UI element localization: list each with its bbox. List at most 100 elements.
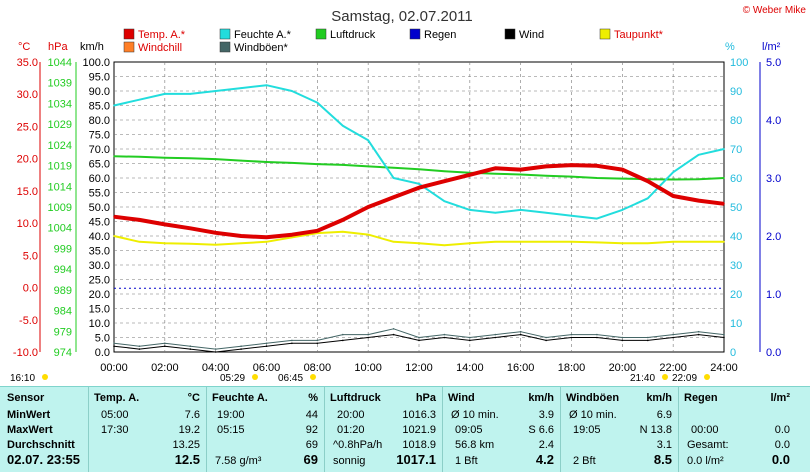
- data-point: [443, 336, 446, 339]
- pressure-tick-label: 974: [54, 347, 72, 359]
- speed-tick-label: 75.0: [89, 130, 110, 142]
- legend-swatch: [599, 28, 611, 40]
- data-point: [647, 336, 649, 339]
- data-point: [342, 230, 344, 233]
- legend-swatch: [219, 41, 231, 53]
- sun-event-label: 22:09: [672, 373, 697, 384]
- humidity-tick-label: 70: [730, 144, 742, 156]
- data-point: [342, 333, 344, 336]
- x-tick-label: 16:00: [507, 362, 535, 374]
- data-point: [596, 165, 598, 167]
- data-point: [672, 171, 674, 173]
- speed-tick-label: 15.0: [89, 304, 110, 316]
- data-point: [647, 339, 649, 342]
- data-point: [265, 84, 268, 86]
- temp-tick-label: -10.0: [13, 347, 38, 359]
- data-point: [545, 165, 547, 168]
- data-point: [443, 180, 446, 182]
- data-point: [519, 333, 522, 336]
- humidity-max-time: 05:15: [217, 424, 245, 436]
- data-point: [113, 215, 115, 218]
- data-point: [392, 328, 395, 330]
- data-point: [570, 164, 573, 166]
- temp-tick-label: 15.0: [17, 186, 38, 198]
- data-point: [418, 186, 420, 189]
- data-point: [164, 342, 166, 345]
- x-tick-label: 04:00: [202, 362, 230, 374]
- wind-beaufort: 1 Bft: [455, 455, 478, 467]
- data-point: [697, 333, 700, 336]
- data-point: [672, 178, 674, 181]
- data-point: [189, 227, 192, 230]
- wind-max-time: 09:05: [455, 424, 483, 436]
- legend-swatch: [219, 28, 231, 40]
- data-point: [113, 155, 115, 158]
- speed-tick-label: 25.0: [89, 275, 110, 287]
- data-point: [469, 339, 471, 342]
- data-point: [113, 235, 115, 237]
- temp-min: 7.6: [184, 409, 200, 421]
- data-point: [138, 156, 141, 158]
- humidity-tick-label: 80: [730, 115, 742, 127]
- data-point: [697, 199, 700, 202]
- sun-event-label: 06:45: [278, 373, 303, 384]
- data-point: [265, 241, 268, 243]
- data-point: [570, 241, 573, 243]
- pressure-tick-label: 1034: [48, 98, 72, 110]
- pressure-max-time: 01:20: [337, 424, 365, 436]
- legend-swatch: [409, 28, 421, 40]
- data-point: [164, 345, 166, 348]
- avg-label: Durchschnitt: [7, 439, 75, 451]
- data-point: [621, 339, 624, 342]
- sensor-header: Sensor: [7, 392, 45, 404]
- legend-label: Windböen*: [234, 42, 289, 54]
- data-point: [138, 98, 141, 101]
- wind-max: S 6.6: [528, 424, 554, 436]
- humidity-min: 44: [305, 409, 318, 421]
- gusts-beaufort: 2 Bft: [573, 455, 596, 467]
- watermark: © Weber Mike: [743, 5, 807, 16]
- gusts-max-time: 19:05: [573, 424, 601, 436]
- pressure-column: Luftdruck hPa 20:00 1016.3 01:20 1021.9 …: [324, 387, 442, 472]
- gusts-avg10-label: Ø 10 min.: [569, 409, 617, 421]
- data-point: [367, 333, 370, 336]
- data-point: [367, 336, 370, 339]
- data-point: [519, 330, 522, 333]
- data-point: [138, 219, 141, 221]
- x-tick-label: 24:00: [710, 362, 738, 374]
- data-point: [392, 196, 395, 199]
- speed-tick-label: 35.0: [89, 246, 110, 258]
- data-point: [697, 154, 700, 156]
- pressure-tick-label: 1009: [48, 202, 72, 214]
- data-point: [697, 178, 700, 180]
- data-point: [291, 162, 293, 164]
- temp-now: 12.5: [174, 452, 200, 467]
- data-point: [418, 168, 420, 171]
- temp-tick-label: 30.0: [17, 89, 38, 101]
- sun-event-label: 05:29: [220, 373, 245, 384]
- x-tick-label: 20:00: [609, 362, 637, 374]
- data-point: [570, 336, 573, 339]
- legend-label: Taupunkt*: [614, 29, 664, 41]
- temp-avg: 13.25: [172, 439, 200, 451]
- rain-total: 0.0: [774, 439, 790, 451]
- data-point: [291, 90, 293, 92]
- speed-tick-label: 5.0: [95, 333, 110, 345]
- data-point: [596, 336, 598, 339]
- data-point: [697, 241, 700, 243]
- wind-avg: 2.4: [538, 439, 554, 451]
- data-point: [519, 173, 522, 176]
- data-point: [672, 241, 674, 243]
- data-point: [367, 139, 370, 142]
- chart-series: [113, 84, 725, 353]
- data-point: [621, 336, 624, 339]
- data-point: [316, 101, 319, 104]
- humidity-tick-label: 60: [730, 173, 742, 185]
- speed-tick-label: 65.0: [89, 159, 110, 171]
- x-tick-label: 22:00: [659, 362, 687, 374]
- temp-unit-label: °C: [187, 392, 200, 404]
- data-point: [647, 180, 649, 182]
- rain-header: Regen: [684, 392, 718, 404]
- rain-max-time: 00:00: [691, 424, 719, 436]
- data-point: [240, 159, 242, 162]
